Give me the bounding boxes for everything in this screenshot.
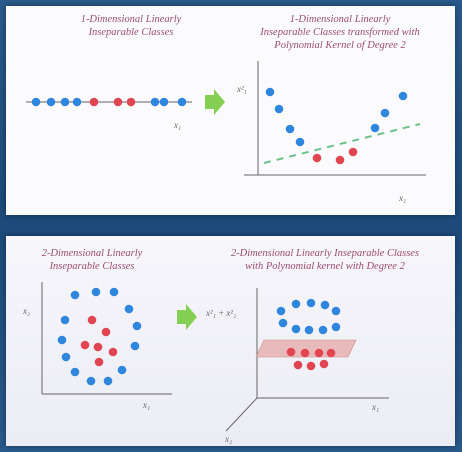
data-point-blue xyxy=(70,290,80,300)
data-point-blue xyxy=(295,137,305,147)
data-point-blue xyxy=(31,97,41,107)
data-point-red xyxy=(89,97,99,107)
data-point-blue xyxy=(380,108,390,118)
data-point-red xyxy=(335,155,345,165)
data-point-blue xyxy=(331,306,341,316)
data-point-red xyxy=(80,340,90,350)
top-right-title-line3: Polynomial Kernel of Degree 2 xyxy=(274,40,406,51)
data-point-blue xyxy=(398,91,408,101)
bottom-panel: 2-Dimensional Linearly Inseparable Class… xyxy=(6,236,455,446)
data-point-blue xyxy=(72,97,82,107)
top-right-x-label: x₁ xyxy=(398,193,406,203)
y-axis-3d xyxy=(225,397,258,432)
top-right-title: 1-Dimensional Linearly Inseparable Class… xyxy=(230,13,450,52)
data-point-blue xyxy=(60,315,70,325)
right-arrow-icon xyxy=(177,304,197,330)
top-left-title-line1: 1-Dimensional Linearly xyxy=(80,14,182,25)
z-axis-label: x²₁ + x²₂ xyxy=(205,308,236,318)
data-point-blue xyxy=(274,104,284,114)
bottom-right-title-line2: with Polynomial kernel with Degree 2 xyxy=(245,261,405,272)
data-point-blue xyxy=(132,321,142,331)
data-point-blue xyxy=(291,324,301,334)
data-point-red xyxy=(306,361,316,371)
data-point-blue xyxy=(331,322,341,332)
data-point-blue xyxy=(285,124,295,134)
data-point-blue xyxy=(103,376,113,386)
bottom-left-title-line2: Inseparable Classes xyxy=(49,261,135,272)
data-point-red xyxy=(293,360,303,370)
bottom-figure: x₂ x₁ x² xyxy=(22,282,389,444)
data-point-red xyxy=(93,342,103,352)
data-point-blue xyxy=(159,97,169,107)
data-point-blue xyxy=(150,97,160,107)
data-point-blue xyxy=(86,376,96,386)
data-point-red xyxy=(300,348,310,358)
data-point-red xyxy=(87,315,97,325)
top-panel: 1-Dimensional Linearly Inseparable Class… xyxy=(6,6,455,215)
data-point-red xyxy=(101,327,111,337)
data-point-blue xyxy=(61,352,71,362)
data-point-blue xyxy=(278,318,288,328)
data-point-blue xyxy=(318,325,328,335)
top-left-x-label: x₁ xyxy=(173,120,181,130)
data-point-red xyxy=(113,97,123,107)
top-right-y-label: x²₁ xyxy=(236,84,247,94)
data-point-blue xyxy=(109,287,119,297)
data-point-blue xyxy=(177,97,187,107)
bottom-right-title: 2-Dimensional Linearly Inseparable Class… xyxy=(199,247,451,273)
data-point-blue xyxy=(124,304,134,314)
bottom-left-title-line1: 2-Dimensional Linearly xyxy=(41,248,143,259)
top-right-title-line1: 1-Dimensional Linearly xyxy=(289,14,391,25)
top-figure: x₁ x²₁ x₁ xyxy=(26,61,426,203)
data-point-blue xyxy=(304,325,314,335)
right-arrow-icon xyxy=(205,89,225,115)
data-point-red xyxy=(126,97,136,107)
data-point-blue xyxy=(46,97,56,107)
data-point-blue xyxy=(117,365,127,375)
bottom-left-x-label: x₁ xyxy=(142,400,150,410)
data-point-blue xyxy=(291,299,301,309)
bottom-right-y-label: x₂ xyxy=(224,434,232,444)
data-point-blue xyxy=(370,123,380,133)
data-point-blue xyxy=(130,341,140,351)
data-point-blue xyxy=(60,97,70,107)
top-left-title: 1-Dimensional Linearly Inseparable Class… xyxy=(46,13,216,39)
bottom-right-title-line1: 2-Dimensional Linearly Inseparable Class… xyxy=(230,248,420,259)
top-right-title-line2: Inseparable Classes transformed with xyxy=(260,27,420,38)
data-point-blue xyxy=(265,87,275,97)
data-point-red xyxy=(348,147,358,157)
data-point-red xyxy=(94,357,104,367)
data-point-red xyxy=(319,359,329,369)
data-point-red xyxy=(314,348,324,358)
data-point-blue xyxy=(70,367,80,377)
separating-line xyxy=(263,123,421,164)
bottom-left-y-label: x₂ xyxy=(22,306,30,316)
bottom-right-x-label: x₁ xyxy=(371,402,379,412)
top-left-title-line2: Inseparable Classes xyxy=(88,27,174,38)
data-point-blue xyxy=(306,298,316,308)
data-point-blue xyxy=(91,287,101,297)
data-point-red xyxy=(312,153,322,163)
bottom-left-title: 2-Dimensional Linearly Inseparable Class… xyxy=(16,247,168,273)
data-point-blue xyxy=(57,335,67,345)
data-point-blue xyxy=(276,306,286,316)
data-point-red xyxy=(326,348,336,358)
data-point-red xyxy=(108,347,118,357)
data-point-blue xyxy=(320,300,330,310)
data-point-red xyxy=(286,347,296,357)
